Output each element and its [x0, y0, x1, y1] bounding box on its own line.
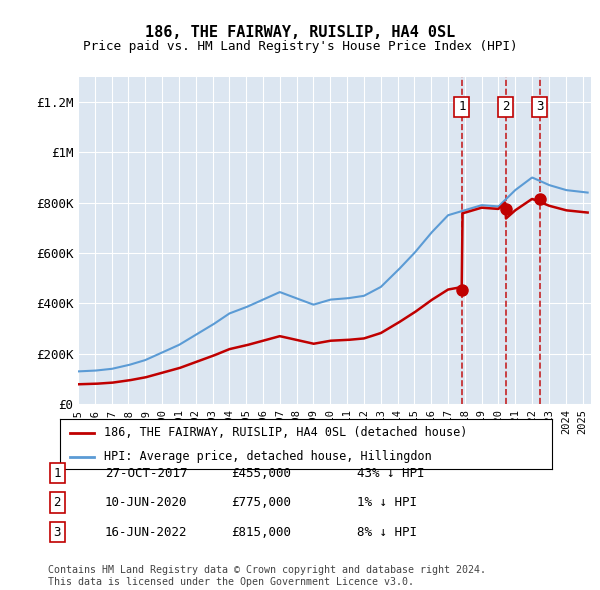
Text: £455,000: £455,000 — [231, 467, 291, 480]
Text: 1: 1 — [53, 467, 61, 480]
Text: 1% ↓ HPI: 1% ↓ HPI — [357, 496, 417, 509]
Text: 3: 3 — [53, 526, 61, 539]
Text: 3: 3 — [536, 100, 544, 113]
Text: 27-OCT-2017: 27-OCT-2017 — [105, 467, 187, 480]
Text: 186, THE FAIRWAY, RUISLIP, HA4 0SL (detached house): 186, THE FAIRWAY, RUISLIP, HA4 0SL (deta… — [104, 427, 467, 440]
Text: HPI: Average price, detached house, Hillingdon: HPI: Average price, detached house, Hill… — [104, 450, 432, 463]
Text: 8% ↓ HPI: 8% ↓ HPI — [357, 526, 417, 539]
Text: 1: 1 — [458, 100, 466, 113]
Text: 186, THE FAIRWAY, RUISLIP, HA4 0SL: 186, THE FAIRWAY, RUISLIP, HA4 0SL — [145, 25, 455, 40]
Text: Price paid vs. HM Land Registry's House Price Index (HPI): Price paid vs. HM Land Registry's House … — [83, 40, 517, 53]
Text: 2: 2 — [502, 100, 509, 113]
Text: £775,000: £775,000 — [231, 496, 291, 509]
Text: 2: 2 — [53, 496, 61, 509]
Text: 10-JUN-2020: 10-JUN-2020 — [105, 496, 187, 509]
Text: Contains HM Land Registry data © Crown copyright and database right 2024.
This d: Contains HM Land Registry data © Crown c… — [48, 565, 486, 587]
Text: 16-JUN-2022: 16-JUN-2022 — [105, 526, 187, 539]
Text: 43% ↓ HPI: 43% ↓ HPI — [357, 467, 425, 480]
Text: £815,000: £815,000 — [231, 526, 291, 539]
